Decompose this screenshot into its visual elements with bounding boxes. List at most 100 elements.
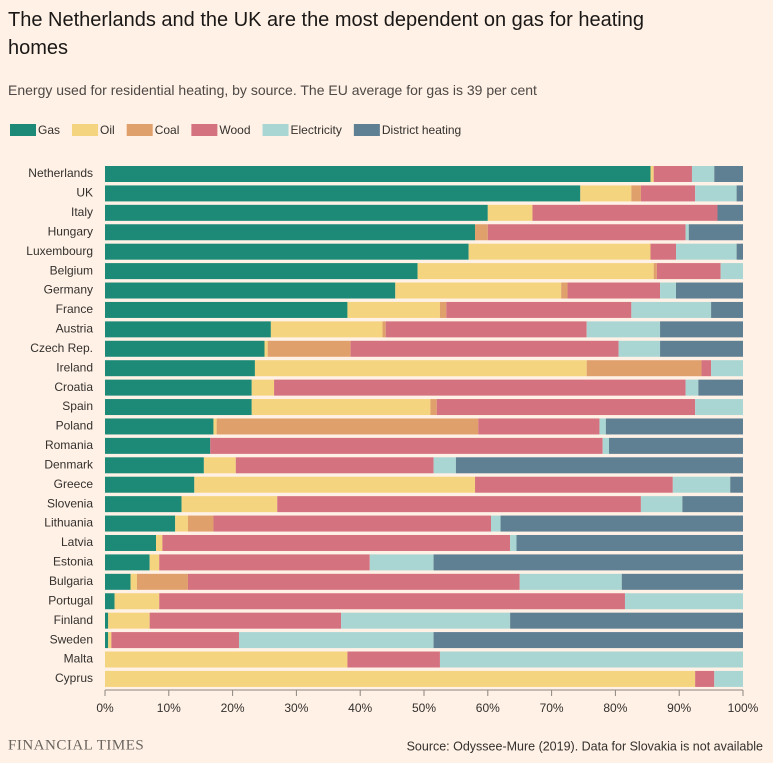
y-tick-label: Greece	[54, 477, 94, 491]
bar-segment	[105, 243, 469, 260]
bar-segment	[650, 166, 654, 182]
bar-segment	[736, 185, 743, 202]
bar-segment	[270, 321, 383, 338]
bar-segment	[730, 476, 743, 493]
bar-segment	[108, 612, 150, 629]
bar-segment	[203, 457, 236, 474]
bar-segment	[609, 437, 743, 454]
bar-segment	[105, 282, 396, 299]
bar-segment	[653, 166, 692, 182]
bar-segment	[105, 515, 176, 532]
bar-segment	[580, 185, 632, 202]
bar-segment	[417, 263, 654, 280]
bar-segment	[251, 379, 275, 396]
bar-segment	[586, 321, 661, 338]
bar-segment	[369, 554, 434, 571]
bar-segment	[736, 243, 743, 260]
y-tick-label: Poland	[56, 419, 93, 433]
bar-segment	[156, 534, 163, 551]
bar-segment	[510, 534, 517, 551]
y-tick-label: Croatia	[54, 380, 93, 394]
y-tick-label: Malta	[64, 652, 94, 666]
bar-segment	[105, 166, 651, 182]
bar-segment	[105, 379, 252, 396]
bar-segment	[108, 632, 112, 649]
bar-segment	[714, 670, 743, 687]
bar-segment	[433, 632, 743, 649]
y-tick-label: Netherlands	[28, 166, 93, 180]
bar-segment	[105, 476, 195, 493]
x-tick-label: 90%	[667, 701, 691, 715]
x-tick-label: 50%	[412, 701, 436, 715]
y-tick-label: Ireland	[56, 360, 93, 374]
bar-segment	[688, 224, 743, 241]
bar-segment	[676, 282, 743, 299]
y-tick-label: Austria	[56, 322, 94, 336]
bar-segment	[433, 457, 456, 474]
bar-segment	[105, 301, 348, 318]
bar-segment	[105, 185, 581, 202]
legend-label: Coal	[155, 123, 180, 137]
bar-segment	[475, 476, 673, 493]
bar-segment	[624, 593, 743, 610]
y-tick-label: Denmark	[44, 457, 94, 471]
bar-segment	[105, 360, 255, 377]
bar-segment	[105, 554, 150, 571]
bar-segment	[105, 399, 252, 416]
bar-segment	[599, 418, 606, 435]
bar-segment	[621, 573, 743, 590]
bar-segment	[274, 379, 686, 396]
bar-segment	[347, 301, 440, 318]
legend-swatch	[10, 124, 36, 136]
bar-segment	[105, 204, 488, 221]
bar-segment	[213, 418, 217, 435]
bar-segment	[685, 224, 689, 241]
legend-swatch	[262, 124, 289, 136]
legend-label: Oil	[100, 123, 115, 137]
bar-segment	[149, 554, 160, 571]
bar-segment	[455, 457, 743, 474]
bar-segment	[175, 515, 188, 532]
bar-segment	[238, 632, 434, 649]
y-tick-label: Germany	[44, 283, 93, 297]
bar-segment	[382, 321, 386, 338]
bar-segment	[105, 632, 109, 649]
y-tick-label: Spain	[62, 399, 93, 413]
bar-segment	[105, 534, 157, 551]
bar-segment	[105, 263, 418, 280]
bar-segment	[516, 534, 743, 551]
bar-segment	[695, 399, 743, 416]
bar-segment	[105, 457, 204, 474]
logo: FINANCIAL TIMES	[8, 737, 144, 753]
chart-subtitle: Energy used for residential heating, by …	[8, 82, 537, 98]
x-tick-label: 0%	[96, 701, 114, 715]
legend-label: Gas	[38, 123, 60, 137]
bar-segment	[159, 593, 625, 610]
y-tick-label: France	[56, 302, 94, 316]
bar-segment	[105, 418, 214, 435]
bar-segment	[430, 399, 437, 416]
bar-segment	[711, 360, 743, 377]
source: Source: Odyssee-Mure (2019). Data for Sl…	[407, 739, 763, 753]
bar-segment	[640, 185, 696, 202]
legend-swatch	[353, 124, 380, 136]
bar-segment	[701, 360, 712, 377]
x-tick-label: 100%	[728, 701, 759, 715]
bar-segment	[605, 418, 743, 435]
y-tick-label: Romania	[45, 438, 93, 452]
x-tick-label: 60%	[476, 701, 500, 715]
bar-segment	[618, 340, 661, 357]
bar-segment	[685, 379, 699, 396]
bar-segment	[187, 573, 520, 590]
bar-segment	[341, 612, 511, 629]
y-tick-label: Finland	[54, 613, 93, 627]
bar-segment	[631, 185, 641, 202]
bar-segment	[439, 301, 447, 318]
x-tick-label: 80%	[603, 701, 627, 715]
bar-segment	[105, 593, 115, 610]
bar-segment	[650, 243, 677, 260]
legend-label: Electricity	[291, 123, 342, 137]
bar-segment	[350, 340, 619, 357]
bar-segment	[136, 573, 188, 590]
y-tick-label: Bulgaria	[49, 574, 93, 588]
